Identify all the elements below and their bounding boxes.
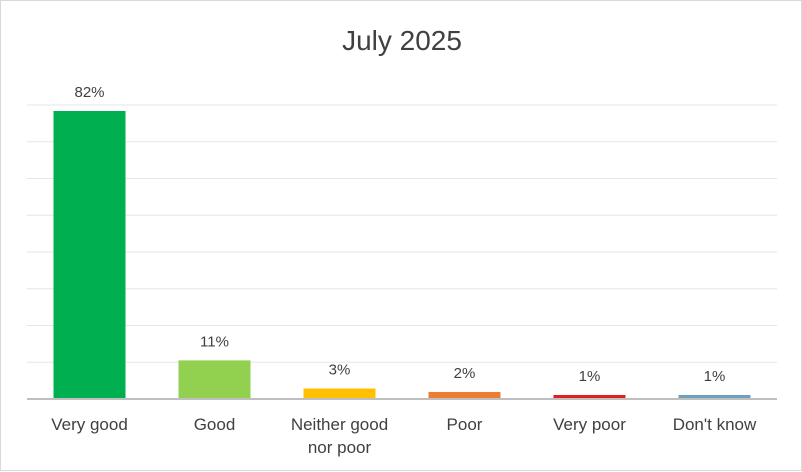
data-labels: 82% 11% 3% 2% 1% 1% [74,84,725,385]
bar [553,395,626,399]
gridlines [27,104,777,363]
x-tick-label: Very good [51,415,128,434]
x-tick-labels: Very good Good Neither good nor poor Poor Ver… [51,415,757,457]
x-tick-label: Very poor [553,415,626,434]
bar [53,111,126,399]
data-label: 2% [454,365,476,382]
data-label: 1% [704,368,726,385]
x-tick-label-line: Very poor [553,415,626,434]
data-label: 11% [200,333,229,350]
bar [678,395,751,399]
x-tick-label-line: Good [194,415,236,434]
x-tick-label-line: Very good [51,415,128,434]
x-tick-label-line: Don't know [673,415,757,434]
x-tick-label: Poor [447,415,483,434]
data-label: 82% [74,84,104,101]
bar [178,360,251,399]
bar [303,388,376,399]
x-tick-label-line: nor poor [308,438,372,457]
x-tick-label-line: Neither good [291,415,388,434]
data-label: 1% [579,368,601,385]
bar [428,392,501,399]
x-tick-label: Neither good nor poor [291,415,388,457]
chart-title: July 2025 [342,25,462,56]
bars [53,111,751,399]
x-tick-label-line: Poor [447,415,483,434]
data-label: 3% [329,362,351,379]
x-tick-label: Don't know [673,415,757,434]
x-tick-label: Good [194,415,236,434]
